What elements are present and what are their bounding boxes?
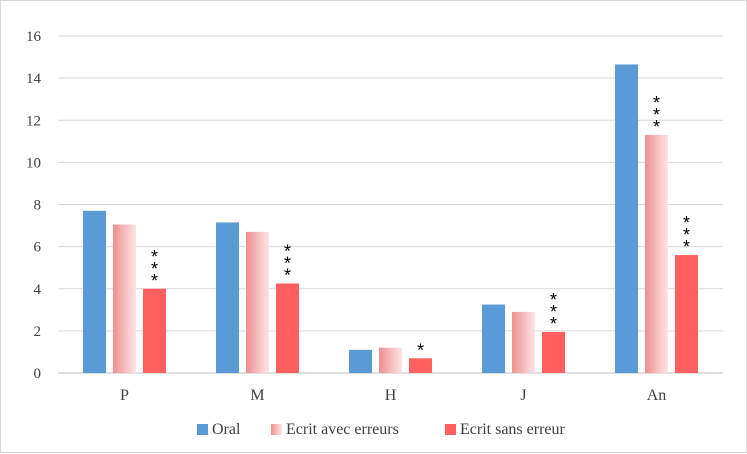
y-tick-label: 0	[34, 366, 42, 382]
x-tick-label: J	[520, 387, 526, 404]
significance-star: *	[550, 290, 557, 310]
significance-star: *	[550, 314, 557, 334]
x-tick-label: M	[250, 387, 264, 404]
bar-oral-h	[349, 349, 372, 373]
significance-star: *	[653, 105, 660, 125]
y-tick-label: 12	[26, 113, 41, 129]
significance-star: *	[683, 237, 690, 257]
significance-star: *	[550, 302, 557, 322]
bar-ecrit-sans-erreur-h	[409, 358, 432, 373]
legend-label: Ecrit avec erreurs	[286, 421, 399, 438]
significance-star: *	[284, 241, 291, 261]
bar-ecrit-avec-erreurs-j	[512, 311, 535, 373]
legend-label: Ecrit sans erreur	[460, 421, 566, 438]
significance-star: *	[284, 253, 291, 273]
bar-ecrit-avec-erreurs-an	[645, 134, 668, 373]
y-tick-label: 10	[26, 155, 41, 171]
bar-oral-m	[216, 222, 239, 373]
y-tick-label: 6	[34, 240, 42, 256]
significance-star: *	[683, 225, 690, 245]
significance-star: *	[151, 247, 158, 267]
y-tick-label: 4	[34, 282, 42, 298]
legend-swatch	[445, 424, 456, 435]
significance-star: *	[653, 117, 660, 137]
bar-ecrit-sans-erreur-j	[542, 331, 565, 373]
legend-label: Oral	[212, 421, 241, 438]
significance-star: *	[417, 340, 424, 360]
legend-swatch	[197, 424, 208, 435]
significance-star: *	[683, 213, 690, 233]
y-tick-label: 2	[34, 324, 42, 340]
bar-oral-p	[83, 210, 106, 373]
legend-swatch	[271, 424, 282, 435]
significance-star: *	[653, 93, 660, 113]
x-tick-label: H	[385, 387, 397, 404]
bar-ecrit-sans-erreur-p	[143, 288, 166, 373]
significance-star: *	[151, 259, 158, 279]
bar-oral-an	[615, 64, 638, 373]
y-tick-label: 8	[34, 198, 42, 214]
bar-ecrit-avec-erreurs-m	[246, 231, 269, 373]
x-tick-label: An	[647, 387, 667, 404]
y-tick-label: 14	[26, 71, 42, 87]
significance-star: *	[151, 271, 158, 291]
bar-oral-j	[482, 304, 505, 373]
bar-ecrit-avec-erreurs-h	[379, 347, 402, 373]
x-tick-label: P	[120, 387, 129, 404]
bar-ecrit-sans-erreur-m	[276, 283, 299, 373]
bar-ecrit-avec-erreurs-p	[113, 224, 136, 373]
y-tick-label: 16	[26, 29, 42, 45]
bar-ecrit-sans-erreur-an	[675, 255, 698, 373]
significance-star: *	[284, 265, 291, 285]
